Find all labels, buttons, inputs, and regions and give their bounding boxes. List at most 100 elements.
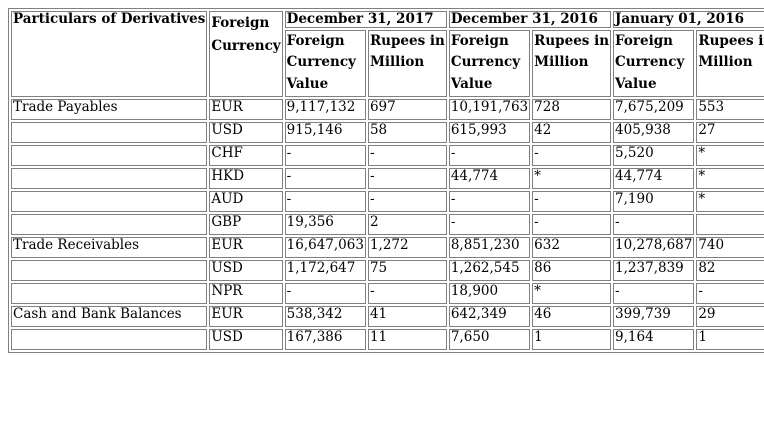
derivatives-table-container: Particulars of Derivatives Foreign Curren… <box>8 8 764 353</box>
subheader-fc-line-3: Value <box>450 76 493 93</box>
subheader-rupees-million: Rupees in Million <box>532 29 612 97</box>
cell-rupees-million-2016: - <box>532 190 612 212</box>
subheader-rm-line-1: Rupees in <box>534 32 610 49</box>
cell-rupees-million-2016: - <box>532 144 612 166</box>
cell-rupees-million-2016: 1 <box>532 328 612 350</box>
cell-particular <box>11 121 208 143</box>
subheader-rm-line-1: Rupees in <box>698 32 764 49</box>
cell-rupees-million-jan-2016: * <box>696 167 764 189</box>
table-row: AUD - - - -7,190 * <box>11 190 764 212</box>
cell-rupees-million-2017: 75 <box>367 259 447 281</box>
cell-currency: CHF <box>209 144 283 166</box>
cell-rupees-million-2017: 1,272 <box>367 236 447 258</box>
cell-particular: Trade Payables <box>11 98 208 120</box>
cell-rupees-million-2017: - <box>367 190 447 212</box>
cell-rupees-million-2016: * <box>532 167 612 189</box>
cell-fc-value-jan-2016: 405,938 <box>613 121 695 143</box>
cell-rupees-million-jan-2016: - <box>696 282 764 304</box>
cell-fc-value-jan-2016: 5,520 <box>613 144 695 166</box>
cell-fc-value-2016: 642,349 <box>448 305 531 327</box>
cell-fc-value-2016: 44,774 <box>448 167 531 189</box>
subheader-fc-line-3: Value <box>615 76 657 93</box>
cell-fc-value-2017: 1,172,647 <box>284 259 366 281</box>
cell-fc-value-jan-2016: 7,675,209 <box>613 98 695 120</box>
cell-rupees-million-jan-2016: 553 <box>696 98 764 120</box>
table-row: NPR - -18,900 * - - <box>11 282 764 304</box>
cell-particular <box>11 190 208 212</box>
cell-rupees-million-jan-2016: 1 <box>696 328 764 350</box>
cell-rupees-million-2016: 632 <box>532 236 612 258</box>
cell-currency: USD <box>209 328 283 350</box>
derivatives-table: Particulars of Derivatives Foreign Curren… <box>8 8 764 353</box>
cell-fc-value-2016: 10,191,763 <box>448 98 531 120</box>
cell-currency: USD <box>209 121 283 143</box>
cell-fc-value-2016: - <box>448 190 531 212</box>
header-period-2016: December 31, 2016 <box>448 11 612 28</box>
cell-rupees-million-jan-2016: 29 <box>696 305 764 327</box>
cell-particular: Cash and Bank Balances <box>11 305 208 327</box>
cell-currency: GBP <box>209 213 283 235</box>
table-row: GBP 19,356 2- - - <box>11 213 764 235</box>
cell-rupees-million-jan-2016 <box>696 213 764 235</box>
table-body: Particulars of Derivatives Foreign Curren… <box>11 11 764 350</box>
cell-fc-value-jan-2016: 399,739 <box>613 305 695 327</box>
cell-fc-value-2016: 7,650 <box>448 328 531 350</box>
cell-fc-value-2016: - <box>448 144 531 166</box>
cell-rupees-million-2016: 46 <box>532 305 612 327</box>
cell-rupees-million-2016: 86 <box>532 259 612 281</box>
cell-fc-value-jan-2016: 9,164 <box>613 328 695 350</box>
cell-fc-value-jan-2016: 1,237,839 <box>613 259 695 281</box>
cell-fc-value-jan-2016: - <box>613 213 695 235</box>
cell-rupees-million-2016: 728 <box>532 98 612 120</box>
cell-rupees-million-2017: 697 <box>367 98 447 120</box>
table-row: CHF - - - -5,520 * <box>11 144 764 166</box>
cell-rupees-million-2017: - <box>367 167 447 189</box>
cell-fc-value-2016: 8,851,230 <box>448 236 531 258</box>
cell-particular <box>11 328 208 350</box>
header-row-periods: Particulars of Derivatives Foreign Curren… <box>11 11 764 97</box>
header-particulars: Particulars of Derivatives <box>11 11 208 97</box>
subheader-fc-line-2: Currency <box>615 54 685 71</box>
subheader-fc-value: Foreign Currency Value <box>284 29 366 97</box>
cell-rupees-million-jan-2016: 740 <box>696 236 764 258</box>
header-foreign-currency-line-2: Currency <box>211 37 281 54</box>
cell-fc-value-jan-2016: - <box>613 282 695 304</box>
table-row: HKD - -44,774 * 44,774 * <box>11 167 764 189</box>
cell-particular <box>11 167 208 189</box>
subheader-fc-line-3: Value <box>286 76 329 93</box>
cell-currency: AUD <box>209 190 283 212</box>
subheader-rm-line-1: Rupees in <box>369 32 445 49</box>
cell-currency: HKD <box>209 167 283 189</box>
cell-fc-value-2017: 538,342 <box>284 305 366 327</box>
subheader-fc-value: Foreign Currency Value <box>613 29 695 97</box>
cell-fc-value-2016: 615,993 <box>448 121 531 143</box>
subheader-rupees-million: Rupees in Million <box>696 29 764 97</box>
cell-fc-value-jan-2016: 7,190 <box>613 190 695 212</box>
subheader-fc-line-1: Foreign <box>615 32 673 49</box>
subheader-rm-line-2: Million <box>534 54 589 71</box>
cell-rupees-million-2017: 41 <box>367 305 447 327</box>
cell-particular <box>11 213 208 235</box>
header-row-subcolumns: Foreign Currency Value Rupees in Million Fo… <box>11 29 764 97</box>
subheader-fc-value: Foreign Currency Value <box>448 29 531 97</box>
cell-fc-value-2017: - <box>284 190 366 212</box>
cell-particular: Trade Receivables <box>11 236 208 258</box>
cell-currency: EUR <box>209 98 283 120</box>
table-row: USD 1,172,647 75 1,262,545 86 1,237,839 82 <box>11 259 764 281</box>
subheader-rm-line-2: Million <box>698 54 753 71</box>
table-row: Cash and Bank Balances EUR 538,342 41 642,34… <box>11 305 764 327</box>
cell-fc-value-2017: - <box>284 167 366 189</box>
cell-rupees-million-2017: 2 <box>367 213 447 235</box>
header-period-2017: December 31, 2017 <box>284 11 447 28</box>
cell-currency: EUR <box>209 236 283 258</box>
cell-rupees-million-2016: * <box>532 282 612 304</box>
table-row: Trade Receivables EUR 16,647,063 1,272 8,851… <box>11 236 764 258</box>
header-period-jan-2016: January 01, 2016 <box>613 11 764 28</box>
cell-rupees-million-2017: - <box>367 282 447 304</box>
cell-fc-value-jan-2016: 44,774 <box>613 167 695 189</box>
cell-fc-value-2017: 915,146 <box>284 121 366 143</box>
cell-rupees-million-2017: 11 <box>367 328 447 350</box>
subheader-fc-line-2: Currency <box>286 54 356 71</box>
cell-rupees-million-jan-2016: 27 <box>696 121 764 143</box>
cell-currency: EUR <box>209 305 283 327</box>
